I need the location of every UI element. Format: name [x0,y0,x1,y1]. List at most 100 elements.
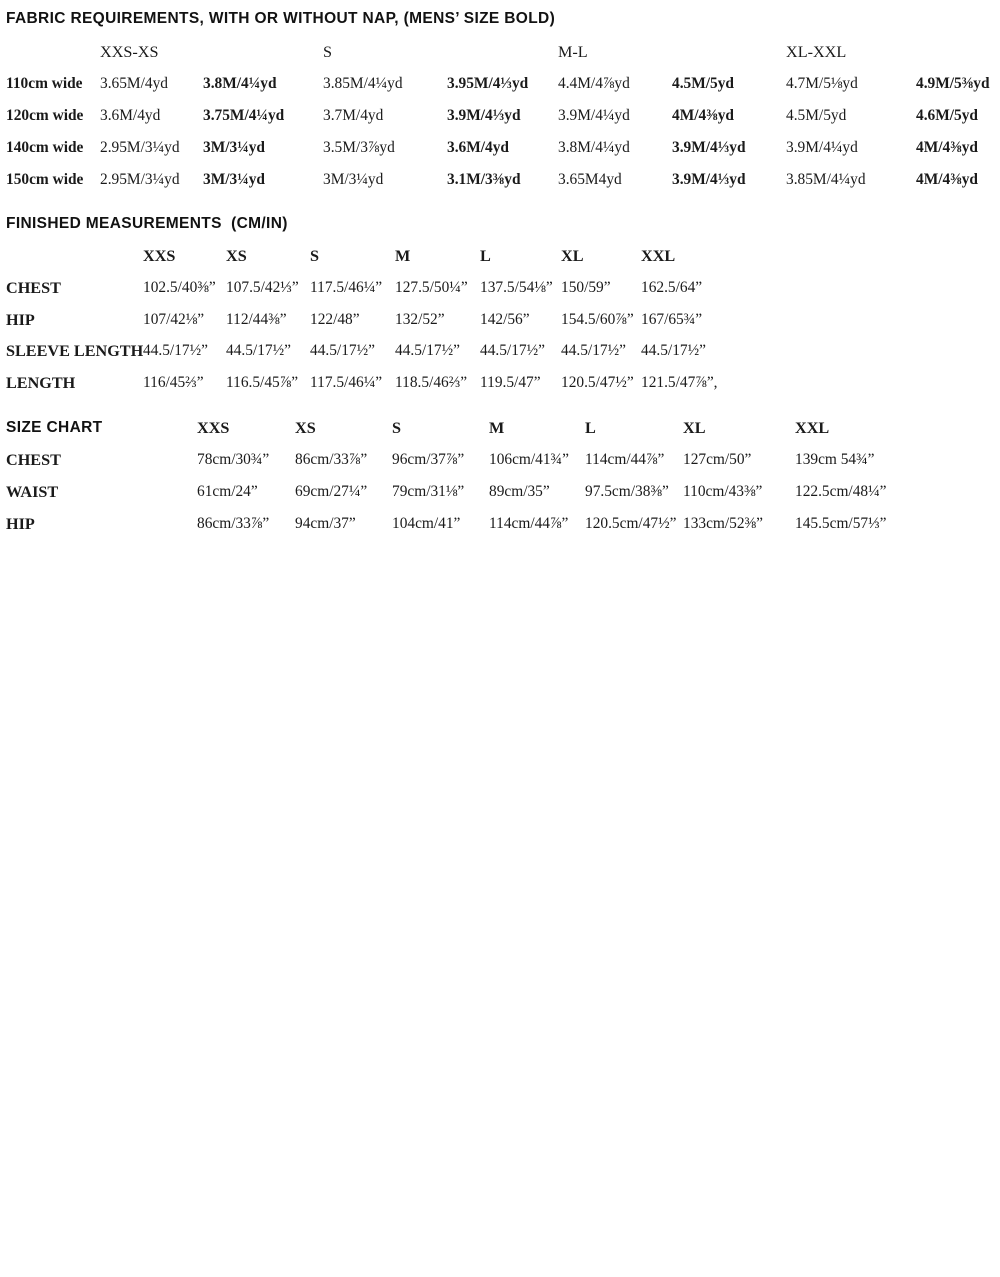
fabric-value-mens: 4M/4⅜yd [916,171,978,188]
body-measure-value: 145.5cm/57⅓” [795,515,887,532]
size-header: XS [295,419,316,437]
size-header: XS [226,247,247,265]
fabric-row-label: 150cm wide [6,171,84,188]
measurement-value: 44.5/17½” [480,342,545,360]
fabric-value: 4.7M/5⅛yd [786,75,858,92]
measurement-value: 118.5/46⅔” [395,374,468,392]
measurement-value: 154.5/60⅞” [561,310,634,328]
measurement-value: 121.5/47⅞”, [641,374,718,392]
body-measure-value: 86cm/33⅞” [295,451,368,468]
body-measure-value: 94cm/37” [295,515,356,532]
measurement-value: 117.5/46¼” [310,374,383,392]
fabric-requirements-table: XXS-XS S M-L XL-XXL 110cm wide 3.65M/4yd… [6,42,1000,202]
body-measure-value: 139cm 54¾” [795,451,875,468]
measurement-value: 102.5/40⅜” [143,278,216,296]
measurement-value: 167/65¾” [641,310,703,328]
body-measure-value: 89cm/35” [489,483,550,500]
measurement-value: 44.5/17½” [641,342,706,360]
measurement-row-label: HIP [6,310,35,329]
body-measure-value: 61cm/24” [197,483,258,500]
size-header: M [395,247,411,265]
fabric-value-mens: 3.6M/4yd [447,139,509,156]
body-measure-value: 104cm/41” [392,515,461,532]
measurement-value: 117.5/46¼” [310,278,383,296]
body-measure-value: 79cm/31⅛” [392,483,465,500]
measurement-value: 127.5/50¼” [395,278,468,296]
size-header: XXS [197,419,230,437]
fabric-value: 2.95M/3¼yd [100,171,180,188]
measurement-value: 44.5/17½” [143,342,208,360]
fabric-value: 3.8M/4¼yd [558,139,630,156]
fabric-value: 3.5M/3⅞yd [323,139,395,156]
size-header: XXS [143,247,176,265]
finished-measurements-section: FINISHED MEASUREMENTS (CM/IN) XXS XS S M… [6,214,761,405]
measurement-value: 44.5/17½” [395,342,460,360]
measurement-value: 116.5/45⅞” [226,374,299,392]
measurement-value: 162.5/64” [641,278,703,296]
fabric-value: 3.85M/4¼yd [323,75,403,92]
fabric-value-mens: 4.6M/5yd [916,107,978,124]
fabric-value: 3.9M/4¼yd [558,107,630,124]
fabric-value: 3.85M/4¼yd [786,171,866,188]
fabric-value-mens: 3.9M/4⅓yd [672,139,746,156]
spacer-cell [6,42,100,74]
fabric-size-group-header: XL-XXL [786,43,847,61]
finished-measurements-title: FINISHED MEASUREMENTS (CM/IN) [6,215,288,232]
measurement-value: 119.5/47” [480,374,541,392]
body-measure-value: 122.5cm/48¼” [795,483,887,500]
fabric-value: 3.7M/4yd [323,107,384,124]
body-measure-value: 106cm/41¾” [489,451,569,468]
body-measure-value: 96cm/37⅞” [392,451,465,468]
size-header: XL [683,419,706,437]
size-header: S [392,419,402,437]
body-measure-value: 114cm/44⅞” [489,515,569,532]
measurement-value: 150/59” [561,278,611,296]
spacer-cell [6,246,143,278]
fabric-value-mens: 3M/3¼yd [203,171,265,188]
body-measure-value: 127cm/50” [683,451,752,468]
size-header: XXL [795,419,830,437]
finished-measurements-table: XXS XS S M L XL XXL CHEST 102.5/40⅜” 107… [6,246,761,405]
body-measure-value: 78cm/30¾” [197,451,270,468]
measurement-value: 44.5/17½” [310,342,375,360]
fabric-row-label: 140cm wide [6,139,84,156]
body-measure-value: 86cm/33⅞” [197,515,270,532]
measurement-value: 120.5/47½” [561,374,634,392]
fabric-value-mens: 4M/4⅜yd [916,139,978,156]
size-chart-table: SIZE CHART XXS XS S M L XL XXL CHEST 78c… [6,418,925,546]
size-header: L [480,247,491,265]
size-chart-section: SIZE CHART XXS XS S M L XL XXL CHEST 78c… [6,418,925,546]
body-measure-row-label: CHEST [6,451,61,469]
fabric-value: 3M/3¼yd [323,171,384,188]
size-header: S [310,247,320,265]
body-measure-value: 114cm/44⅞” [585,451,665,468]
measurement-value: 112/44⅜” [226,310,287,328]
fabric-value-mens: 4.5M/5yd [672,75,734,92]
body-measure-value: 97.5cm/38⅜” [585,483,669,500]
fabric-row-label: 110cm wide [6,75,83,92]
fabric-value-mens: 3.9M/4⅓yd [447,107,521,124]
measurement-value: 107/42⅛” [143,310,205,328]
fabric-value-mens: 4.9M/5⅜yd [916,75,990,92]
measurement-value: 137.5/54⅛” [480,278,553,296]
fabric-size-group-header: S [323,43,333,61]
measurement-row-label: CHEST [6,278,61,297]
fabric-row-label: 120cm wide [6,107,84,124]
measurement-value: 142/56” [480,310,530,328]
fabric-value: 3.6M/4yd [100,107,161,124]
fabric-value: 3.9M/4¼yd [786,139,858,156]
body-measure-value: 120.5cm/47½” [585,515,677,532]
fabric-value-mens: 3.1M/3⅜yd [447,171,521,188]
fabric-requirements-section: FABRIC REQUIREMENTS, WITH OR WITHOUT NAP… [6,9,1000,202]
body-measure-value: 133cm/52⅜” [683,515,763,532]
fabric-value-mens: 4M/4⅜yd [672,107,734,124]
fabric-requirements-title: FABRIC REQUIREMENTS, WITH OR WITHOUT NAP… [6,10,556,27]
body-measure-row-label: HIP [6,515,35,533]
fabric-value: 2.95M/3¼yd [100,139,180,156]
measurement-value: 107.5/42⅓” [226,278,299,296]
measurement-row-label: SLEEVE LENGTH [6,342,144,361]
size-header: M [489,419,505,437]
size-header: XXL [641,247,676,265]
fabric-value-mens: 3.9M/4⅓yd [672,171,746,188]
